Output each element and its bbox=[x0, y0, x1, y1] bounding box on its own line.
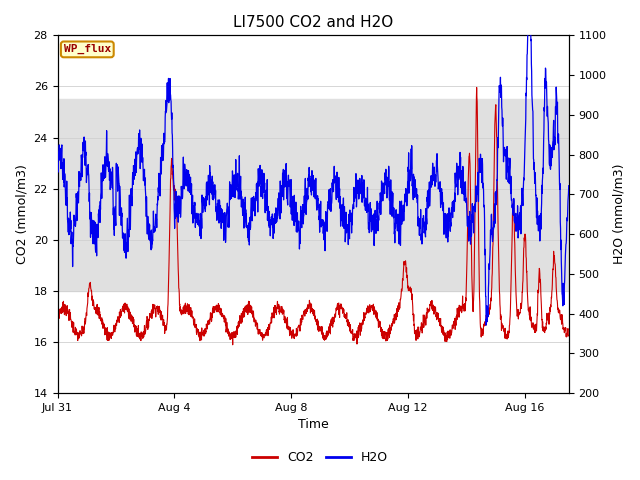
Legend: CO2, H2O: CO2, H2O bbox=[247, 446, 393, 469]
Y-axis label: H2O (mmol/m3): H2O (mmol/m3) bbox=[612, 164, 625, 264]
X-axis label: Time: Time bbox=[298, 419, 328, 432]
Y-axis label: CO2 (mmol/m3): CO2 (mmol/m3) bbox=[15, 164, 28, 264]
Text: WP_flux: WP_flux bbox=[63, 44, 111, 55]
Title: LI7500 CO2 and H2O: LI7500 CO2 and H2O bbox=[233, 15, 393, 30]
Bar bbox=[58, 99, 569, 291]
